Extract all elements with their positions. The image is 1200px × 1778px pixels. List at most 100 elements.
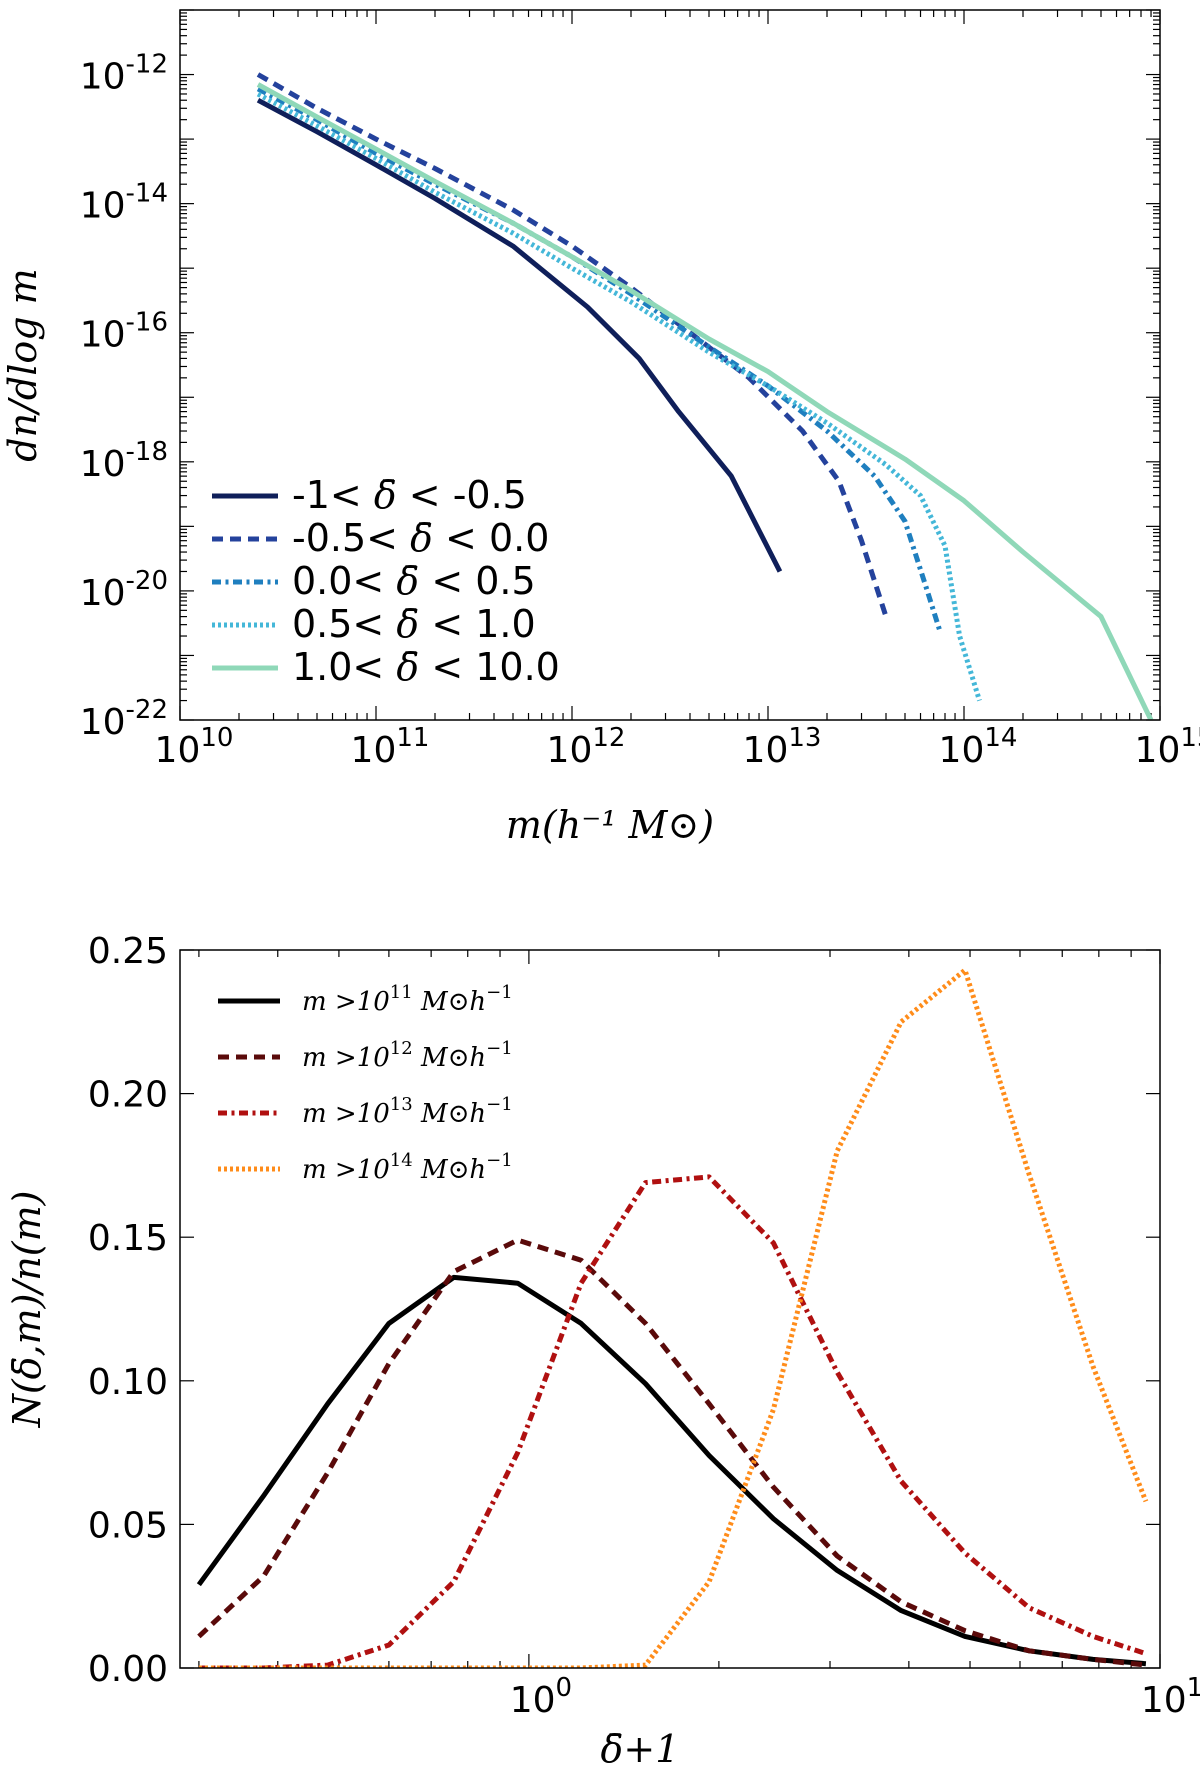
legend-label-unit: M⊙h [413, 987, 486, 1017]
legend-label-unit: M⊙h [413, 1155, 486, 1185]
legend-label-unit: M⊙h [413, 1099, 486, 1129]
y-tick-label: 10-18 [80, 437, 168, 485]
legend: m >1011 M⊙h−1m >1012 M⊙h−1m >1013 M⊙h−1m… [218, 982, 513, 1185]
plot-frame [179, 9, 1161, 721]
legend-label-0: m >1011 M⊙h−1 [302, 982, 513, 1017]
legend-label-unit: M⊙h [413, 1043, 486, 1073]
y-tick-label: 0.05 [88, 1505, 168, 1546]
legend-label-unit-exp: −1 [486, 1038, 513, 1059]
plot-frame [179, 949, 1161, 1669]
x-tick-label: 1011 [351, 723, 430, 771]
y-tick-label: 10-22 [80, 695, 168, 743]
x-tick-label: 1013 [743, 723, 822, 771]
tick-exponent: -18 [126, 437, 168, 467]
tick-exponent: 11 [396, 723, 429, 753]
y-tick-label: 0.20 [88, 1075, 168, 1116]
legend-label-delta: δ̄ [374, 473, 397, 517]
legend-label-3: 0.5< δ̄ < 1.0 [292, 602, 536, 646]
y-tick-label: 10-20 [80, 566, 168, 614]
legend-label-m: m >10 [302, 987, 390, 1017]
tick-base: 10 [743, 730, 789, 771]
legend-label-m: m >10 [302, 1155, 390, 1185]
tick-exponent: -12 [126, 50, 168, 80]
x-tick-label: 101 [1141, 1673, 1200, 1721]
legend: -1< δ̄ < -0.5-0.5< δ̄ < 0.00.0< δ̄ < 0.5… [212, 473, 560, 689]
legend-label-post: < 0.5 [419, 559, 535, 603]
tick-base: 10 [1141, 1680, 1187, 1721]
x-tick-label: 1012 [547, 723, 626, 771]
y-axis-label: N(δ̄,m)/n(m) [5, 1191, 49, 1429]
tick-exponent: -22 [126, 695, 168, 725]
y-tick-label: 0.00 [88, 1649, 168, 1690]
y-axis-label: dn/dlog m [1, 268, 45, 461]
legend-label-post: < 1.0 [419, 602, 535, 646]
tick-base: 10 [351, 730, 397, 771]
x-tick-label: 1010 [155, 723, 234, 771]
tick-exponent: 1 [1187, 1673, 1200, 1703]
legend-label-pre: -0.5< [292, 516, 410, 560]
x-tick-label: 1014 [939, 723, 1018, 771]
mass-function-panel: 10101011101210131014101510-2210-2010-181… [1, 9, 1200, 847]
series-line-4 [256, 82, 1154, 720]
tick-base: 10 [1135, 730, 1181, 771]
tick-base: 10 [155, 730, 201, 771]
legend-label-m: m >10 [302, 1043, 390, 1073]
tick-base: 10 [939, 730, 985, 771]
tick-base: 10 [80, 444, 126, 485]
series-line-2 [198, 1174, 1147, 1668]
legend-label-2: m >1013 M⊙h−1 [302, 1094, 513, 1129]
series-line-3 [256, 91, 982, 702]
legend-label-delta: δ̄ [396, 645, 419, 689]
legend-label-m: m >10 [302, 1099, 390, 1129]
tick-exponent: -20 [126, 566, 168, 596]
tick-base: 10 [80, 702, 126, 743]
series-line-0 [256, 97, 783, 573]
tick-exponent: 13 [788, 723, 821, 753]
x-axis-label: m(h⁻¹ M⊙) [506, 803, 714, 847]
tick-exponent: -14 [126, 179, 168, 209]
legend-label-1: -0.5< δ̄ < 0.0 [292, 516, 549, 560]
y-tick-label: 10-12 [80, 50, 168, 98]
y-tick-label: 0.15 [88, 1218, 168, 1259]
tick-exponent: 12 [592, 723, 625, 753]
tick-exponent: 10 [200, 723, 233, 753]
legend-label-2: 0.0< δ̄ < 0.5 [292, 559, 536, 603]
tick-base: 10 [80, 315, 126, 356]
legend-label-0: -1< δ̄ < -0.5 [292, 473, 527, 517]
legend-label-1: m >1012 M⊙h−1 [302, 1038, 513, 1073]
legend-label-unit-exp: −1 [486, 982, 513, 1003]
x-tick-label: 100 [510, 1673, 572, 1721]
legend-label-pre: -1< [292, 473, 374, 517]
tick-base: 10 [80, 573, 126, 614]
tick-exponent: 0 [556, 1673, 573, 1703]
tick-base: 10 [510, 1680, 556, 1721]
x-axis-label: δ̄+1 [601, 1727, 680, 1771]
tick-exponent: 14 [984, 723, 1017, 753]
legend-label-3: m >1014 M⊙h−1 [302, 1150, 513, 1185]
tick-base: 10 [80, 186, 126, 227]
y-tick-label: 0.25 [88, 931, 168, 972]
tick-exponent: 15 [1180, 723, 1200, 753]
y-tick-label: 10-14 [80, 179, 168, 227]
series-line-0 [196, 1274, 1147, 1667]
legend-label-unit-exp: −1 [486, 1150, 513, 1171]
legend-label-exp: 11 [390, 982, 413, 1003]
legend-label-4: 1.0< δ̄ < 10.0 [292, 645, 560, 689]
legend-label-unit-exp: −1 [486, 1094, 513, 1115]
y-tick-label: 10-16 [80, 308, 168, 356]
tick-base: 10 [547, 730, 593, 771]
legend-label-exp: 12 [390, 1038, 413, 1059]
legend-label-exp: 13 [390, 1094, 413, 1115]
series-line-3 [198, 967, 1149, 1668]
series-line-1 [197, 1237, 1147, 1668]
legend-label-exp: 14 [390, 1150, 413, 1171]
x-tick-label: 1015 [1135, 723, 1200, 771]
legend-label-post: < 10.0 [419, 645, 560, 689]
legend-label-pre: 0.0< [292, 559, 396, 603]
legend-label-pre: 0.5< [292, 602, 396, 646]
legend-label-delta: δ̄ [410, 516, 433, 560]
legend-label-pre: 1.0< [292, 645, 396, 689]
series-line-1 [256, 72, 889, 618]
